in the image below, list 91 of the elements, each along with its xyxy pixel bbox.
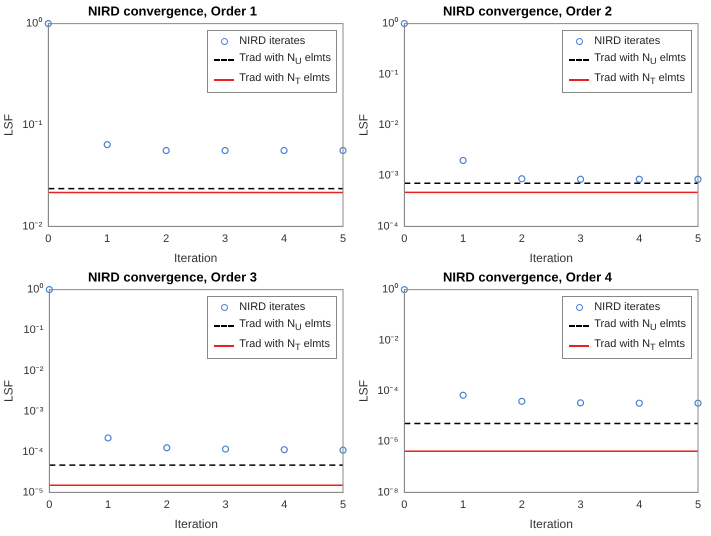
x-tick-label: 1 (105, 499, 112, 512)
point (104, 434, 112, 442)
y-tick-label: 10⁻⁴ (377, 220, 399, 232)
x-tick-label: 5 (694, 233, 702, 246)
point (576, 399, 584, 406)
point (222, 445, 230, 453)
x-tick-label: 2 (163, 233, 170, 246)
point (163, 444, 170, 452)
point (518, 175, 526, 182)
y-tick-label: 10⁰ (27, 282, 44, 296)
point (339, 446, 347, 454)
y-tick-label: 10⁻³ (23, 405, 44, 418)
y-tick-label: 10⁻⁵ (22, 486, 44, 498)
y-tick-label: 10⁰ (382, 16, 398, 30)
legend-label: Trad with N$_{T}$ elmts (239, 70, 330, 88)
point (518, 398, 526, 405)
point (636, 176, 643, 183)
legend-label: Trad with N$_{T}$ elmts (594, 336, 685, 354)
point (222, 146, 229, 154)
chart-title: NIRD convergence, Order 2 (442, 3, 612, 18)
y-tick-label: 10⁻² (378, 334, 399, 346)
legend-label: Trad with N$_{U}$ elmts (594, 316, 686, 334)
point (280, 146, 288, 154)
point (104, 141, 111, 148)
y-tick-label: 10⁻⁸ (377, 486, 398, 498)
point (400, 286, 408, 294)
x-tick-label: 4 (280, 233, 288, 246)
x-tick-label: 3 (222, 499, 229, 512)
legend-label: NIRD iterates (239, 300, 306, 315)
x-axis-title: Iteration (174, 251, 218, 266)
x-tick-label: 3 (222, 233, 228, 246)
legend-label: Trad with N$_{U}$ elmts (594, 50, 686, 68)
y-tick-label: 10⁻² (378, 119, 399, 132)
x-tick-label: 0 (45, 233, 52, 246)
y-tick-label: 10⁰ (382, 282, 398, 296)
y-axis-title: LSF (2, 380, 16, 402)
point (44, 20, 52, 28)
x-tick-label: 5 (340, 233, 346, 246)
y-tick-label: 10⁻⁴ (377, 385, 399, 398)
x-tick-label: 3 (577, 233, 584, 246)
point (694, 400, 702, 407)
x-tick-label: 0 (401, 499, 408, 512)
point (576, 176, 584, 183)
legend-label: NIRD iterates (594, 300, 660, 315)
x-tick-label: 1 (104, 233, 110, 246)
y-axis-title: LSF (2, 114, 16, 136)
x-tick-label: 3 (577, 499, 584, 512)
y-tick-label: 10⁻⁴ (22, 446, 44, 458)
chart-title: NIRD convergence, Order 1 (88, 3, 258, 18)
y-tick-label: 10⁻³ (378, 170, 399, 182)
x-tick-label: 1 (460, 233, 466, 246)
y-axis-title: LSF (356, 114, 371, 136)
x-tick-label: 4 (281, 499, 288, 512)
y-tick-label: 10⁻¹ (378, 68, 399, 80)
y-axis-title: LSF (356, 380, 371, 402)
x-tick-label: 2 (518, 499, 525, 512)
legend-label: Trad with N$_{T}$ elmts (239, 336, 330, 354)
point (459, 156, 467, 164)
y-tick-label: 10⁻² (22, 220, 43, 232)
legend-label: Trad with N$_{T}$ elmts (594, 70, 685, 88)
y-tick-label: 10⁻¹ (23, 324, 44, 336)
x-tick-label: 0 (46, 499, 52, 512)
point (46, 286, 53, 294)
chart-title: NIRD convergence, Order 4 (442, 269, 613, 284)
legend-label: Trad with N$_{U}$ elmts (239, 50, 331, 68)
legend-label: NIRD iterates (594, 34, 660, 49)
point (280, 446, 288, 454)
x-tick-label: 1 (460, 499, 466, 512)
x-axis-title: Iteration (530, 517, 573, 532)
y-tick-label: 10⁻² (23, 364, 44, 377)
legend-label: NIRD iterates (239, 34, 306, 49)
y-tick-label: 10⁻⁶ (378, 436, 398, 448)
legend-label: Trad with N$_{U}$ elmts (239, 316, 331, 334)
y-tick-label: 10⁰ (26, 16, 42, 30)
x-tick-label: 2 (518, 233, 525, 246)
x-tick-label: 0 (401, 233, 408, 246)
chart-title: NIRD convergence, Order 3 (88, 269, 258, 284)
point (339, 146, 347, 154)
x-axis-title: Iteration (174, 517, 218, 532)
x-axis-title: Iteration (530, 251, 573, 266)
x-tick-label: 5 (340, 499, 346, 512)
y-tick-label: 10⁻¹ (22, 119, 43, 132)
point (459, 392, 467, 399)
point (400, 20, 408, 28)
x-tick-label: 4 (636, 233, 642, 246)
point (636, 400, 643, 407)
point (162, 146, 170, 154)
point (694, 176, 702, 183)
x-tick-label: 2 (164, 499, 170, 512)
x-tick-label: 5 (694, 499, 702, 512)
x-tick-label: 4 (636, 499, 642, 512)
